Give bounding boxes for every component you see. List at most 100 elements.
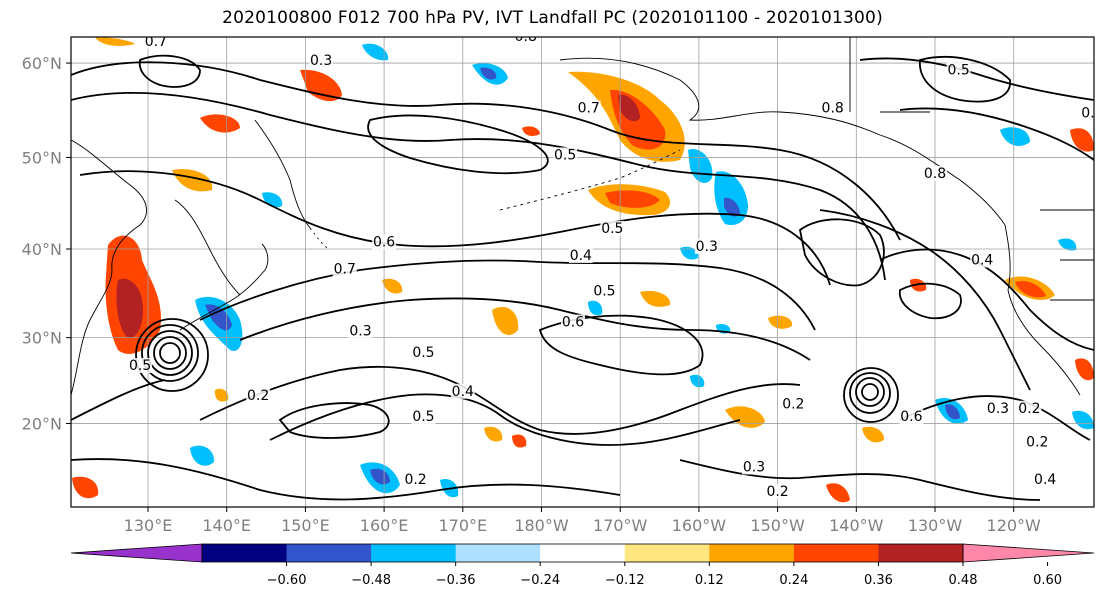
contour-label-bg	[781, 396, 806, 412]
longitude-labels: 130°E 140°E 150°E 160°E 170°E 180°W 170°W 160°W…	[124, 507, 1041, 535]
contour-label: 0.3	[743, 459, 765, 475]
contour-label-bg	[332, 261, 357, 277]
contour-label-bg	[325, 10, 349, 25]
contour-label-bg	[1017, 400, 1042, 416]
colorbar-tick-label: −0.24	[520, 573, 560, 588]
contour-label: 0.8	[822, 101, 844, 117]
contour-label: 0.2	[1018, 401, 1040, 417]
contour-label: 0.7	[145, 34, 167, 50]
lon-tick-label: 150°E	[281, 516, 330, 535]
contour-label-bg	[1096, 480, 1105, 495]
contour-label: 0.3	[696, 239, 718, 255]
contour-label: 0.3	[987, 401, 1009, 417]
contour-label-bg	[765, 484, 790, 500]
contour-label-bg	[246, 388, 271, 404]
contour-label: 0.3	[349, 323, 371, 339]
colorbar-extend-high	[962, 543, 1095, 563]
colorbar-segment	[202, 544, 288, 562]
colorbar-tick-label: 0.60	[1033, 573, 1062, 588]
contour-label-bg	[985, 400, 1010, 416]
contour-label: 0.5	[554, 147, 576, 163]
colorbar-tick-label: 0.24	[779, 573, 808, 588]
contour-label-bg	[411, 345, 436, 361]
contour-label: 0.2	[766, 484, 788, 500]
lon-tick-label: 130°W	[908, 516, 963, 535]
contour-label-bg	[143, 37, 168, 49]
contour-label: 0.2	[1097, 480, 1105, 496]
contour-label: 0.5	[279, 24, 301, 40]
lon-tick-label: 140°W	[829, 516, 884, 535]
contour-label: 0.4	[971, 252, 993, 268]
colorbar-tick-label: −0.60	[267, 573, 307, 588]
colorbar-segment	[540, 544, 626, 562]
contour-label-bg	[411, 409, 436, 425]
contour-label: 0.3	[310, 53, 332, 69]
lat-tick-label: 20°N	[22, 414, 62, 433]
contour-label: 0.4	[1034, 472, 1056, 488]
contour-label-bg	[277, 37, 302, 40]
lon-tick-label: 170°E	[438, 516, 487, 535]
contour-label-bg	[560, 314, 585, 330]
contour-label: 0.8	[924, 166, 946, 182]
pv-contours	[71, 54, 1094, 501]
colorbar-segment	[878, 544, 964, 562]
colorbar-tick-label: 0.48	[949, 573, 978, 588]
contour-label: 0.6	[184, 5, 206, 21]
lon-tick-label: 180°W	[514, 516, 569, 535]
colorbar-segment	[286, 544, 372, 562]
colorbar-tick-label: −0.36	[436, 573, 476, 588]
contour-label-bg	[1096, 434, 1105, 449]
lat-tick-label: 50°N	[22, 148, 62, 167]
latitude-labels: 60°N 50°N 40°N 30°N 20°N	[22, 54, 71, 433]
contour-label-bg	[128, 358, 153, 374]
contour-label-bg	[576, 100, 601, 116]
contour-label-bg	[1025, 434, 1050, 450]
colorbar-extend-low	[70, 543, 203, 563]
contour-label: 0.7	[578, 101, 600, 117]
contour-label-bg	[348, 323, 373, 339]
lat-tick-label: 30°N	[22, 329, 62, 348]
colorbar-tick-label: −0.48	[351, 573, 391, 588]
contour-label-bg	[1080, 105, 1094, 121]
contour-label-bg	[946, 62, 971, 78]
contour-label-bg	[694, 238, 719, 254]
contour-label-bg	[309, 53, 334, 69]
contour-label-bg	[450, 383, 475, 399]
contour-label: 0.4	[326, 10, 348, 26]
contour-label: 0.5	[593, 284, 615, 300]
contour-label-bg	[820, 100, 845, 116]
lon-tick-label: 150°W	[750, 516, 805, 535]
contour-label: 0.7	[1081, 105, 1103, 121]
contour-label: 0.7	[334, 261, 356, 277]
lat-tick-label: 40°N	[22, 240, 62, 259]
lon-tick-label: 170°W	[593, 516, 648, 535]
contour-label: 0.5	[412, 345, 434, 361]
contour-label: 0.6	[373, 234, 395, 250]
lon-tick-label: 160°E	[360, 516, 409, 535]
coastlines	[71, 37, 1094, 396]
contour-label-bg	[923, 5, 947, 20]
colorbar-segment	[455, 544, 541, 562]
contour-label: 0.2	[1026, 434, 1048, 450]
map-title: 2020100800 F012 700 hPa PV, IVT Landfall…	[222, 8, 883, 28]
colorbar-tick-label: −0.12	[605, 573, 645, 588]
colorbar-segment	[371, 544, 457, 562]
contour-label-bg	[923, 165, 947, 181]
map-frame	[70, 36, 1095, 508]
contour-label-bg	[183, 5, 207, 20]
contour-label-bg	[553, 147, 578, 163]
colorbar-tick-label: 0.12	[695, 573, 724, 588]
contour-label: 0.5	[129, 358, 151, 374]
colorbar-tick-label: 0.36	[864, 573, 893, 588]
contour-label-bg	[592, 283, 617, 299]
colorbar-segment	[624, 544, 710, 562]
contour-label: 0.5	[412, 409, 434, 425]
contour-label: 0.4	[570, 248, 592, 264]
contour-label: 0.4	[452, 384, 474, 400]
contour-label: 0.2	[404, 472, 426, 488]
contour-label-bg	[899, 409, 924, 425]
contour-label: 0.5	[601, 221, 623, 237]
lon-tick-label: 120°W	[987, 516, 1042, 535]
contour-labels: 0.6 0.7 0.4 0.5 0.3 0.8 0.7 0.5 0.5 0.5 0.7 0.8 0.8 0…	[128, 5, 1105, 500]
contour-label-bg	[513, 37, 538, 45]
